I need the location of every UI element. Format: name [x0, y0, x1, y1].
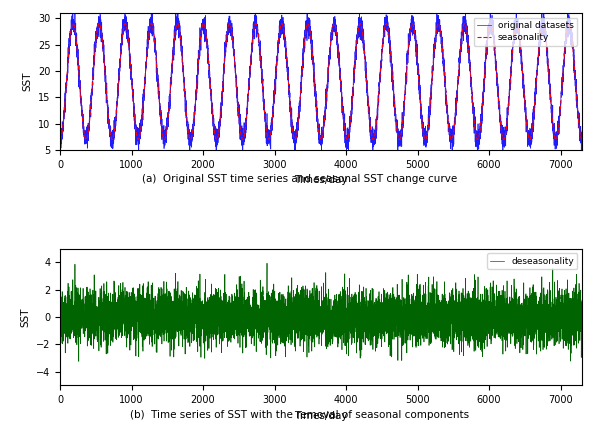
original datasets [105, 120, 112, 125]
seasonality [421, 136, 428, 141]
seasonality [370, 137, 377, 142]
Line: seasonality: seasonality [60, 24, 582, 139]
Text: (b)  Time series of SST with the removal of seasonal components: (b) Time series of SST with the removal … [130, 410, 470, 420]
deseasonality [370, 324, 377, 329]
deseasonality [56, 307, 64, 313]
original datasets [56, 134, 64, 139]
deseasonality [152, 301, 160, 307]
deseasonality [348, 318, 355, 324]
seasonality [348, 107, 355, 112]
Legend: original datasets, seasonality: original datasets, seasonality [473, 18, 577, 46]
Text: (a)  Original SST time series and seasonal SST change curve: (a) Original SST time series and seasona… [142, 174, 458, 184]
Legend: deseasonality: deseasonality [487, 253, 577, 269]
X-axis label: Times/day: Times/day [294, 411, 348, 421]
X-axis label: Times/day: Times/day [294, 175, 348, 185]
Y-axis label: SST: SST [20, 307, 31, 327]
original datasets [71, 7, 79, 12]
deseasonality [421, 311, 428, 316]
deseasonality [325, 314, 332, 320]
Y-axis label: SST: SST [22, 72, 32, 92]
Line: original datasets: original datasets [60, 9, 582, 155]
original datasets [152, 64, 160, 69]
seasonality [578, 137, 586, 142]
original datasets [578, 131, 586, 136]
deseasonality [75, 359, 82, 364]
seasonality [56, 137, 64, 142]
seasonality [104, 113, 112, 118]
deseasonality [263, 261, 271, 266]
seasonality [487, 21, 494, 26]
seasonality [325, 64, 332, 69]
deseasonality [578, 299, 586, 304]
deseasonality [105, 329, 112, 335]
original datasets [325, 62, 332, 67]
seasonality [152, 54, 160, 60]
original datasets [135, 152, 142, 157]
original datasets [370, 140, 377, 145]
original datasets [348, 107, 355, 112]
Line: deseasonality: deseasonality [60, 263, 582, 361]
original datasets [421, 135, 428, 140]
